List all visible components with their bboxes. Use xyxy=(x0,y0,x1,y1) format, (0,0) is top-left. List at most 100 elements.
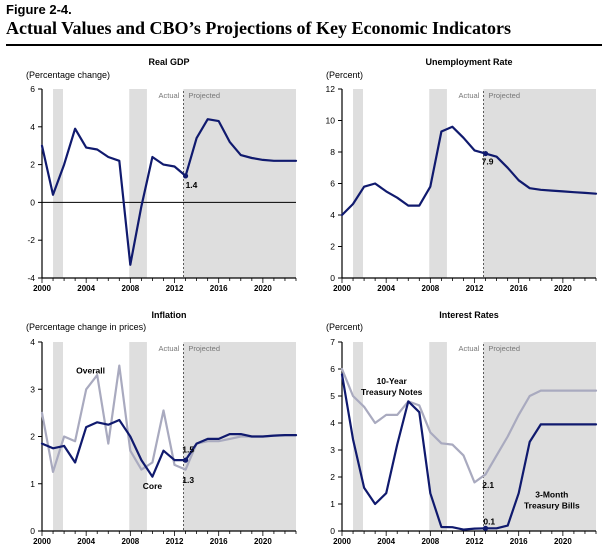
y-tick-label: 6 xyxy=(30,84,35,94)
series-line-10-year-treasury-notes xyxy=(340,367,598,484)
annotation-label: 10-Year xyxy=(377,376,408,386)
actual-label: Actual xyxy=(458,344,479,353)
y-tick-label: 1 xyxy=(30,479,35,489)
x-tick-label: 2004 xyxy=(77,537,95,545)
annotation-label: 2.1 xyxy=(482,480,494,490)
chart-panel-inflation: Inflation (Percentage change in prices) Ac… xyxy=(26,310,298,545)
y-tick-label: 6 xyxy=(330,364,335,374)
y-tick-label: 2 xyxy=(330,242,335,252)
chart-panel-real-gdp: Real GDP (Percentage change) Actual Project… xyxy=(26,57,298,293)
x-tick-label: 2016 xyxy=(210,284,228,293)
y-tick-label: 3 xyxy=(30,384,35,394)
projection-start-marker xyxy=(182,457,189,463)
y-tick-label: 3 xyxy=(330,445,335,455)
x-tick-label: 2004 xyxy=(377,537,395,545)
x-tick-label: 2012 xyxy=(466,537,484,545)
y-tick-label: 8 xyxy=(330,147,335,157)
annotation-label: Treasury Bills xyxy=(524,500,580,510)
y-tick-label: 0 xyxy=(330,526,335,536)
projection-shade xyxy=(483,342,596,531)
shade-band xyxy=(53,342,63,531)
projection-start-marker xyxy=(182,173,189,179)
x-tick-label: 2012 xyxy=(166,284,184,293)
y-tick-label: 4 xyxy=(330,210,335,220)
annotation-label: 0.1 xyxy=(483,517,495,527)
y-tick-label: -4 xyxy=(27,273,35,283)
y-axis-label: (Percent) xyxy=(326,322,363,332)
projected-label: Projected xyxy=(488,91,520,100)
projection-start-marker xyxy=(482,525,489,531)
x-tick-label: 2016 xyxy=(510,537,528,545)
x-tick-label: 2016 xyxy=(210,537,228,545)
shade-band xyxy=(129,342,147,531)
annotation-label: 3-Month xyxy=(535,490,568,500)
chart-title: Interest Rates xyxy=(439,310,499,320)
series-line-core xyxy=(40,418,298,478)
x-tick-label: 2020 xyxy=(554,537,572,545)
y-tick-label: 0 xyxy=(330,273,335,283)
title-rule xyxy=(6,44,602,46)
y-tick-label: 2 xyxy=(30,432,35,442)
y-axis-label: (Percentage change) xyxy=(26,70,110,80)
y-tick-label: 0 xyxy=(30,526,35,536)
x-tick-label: 2008 xyxy=(121,284,139,293)
y-tick-label: 4 xyxy=(330,418,335,428)
x-tick-label: 2008 xyxy=(421,284,439,293)
y-axis-label: (Percent) xyxy=(326,70,363,80)
y-tick-label: 2 xyxy=(30,160,35,170)
y-tick-label: 1 xyxy=(330,499,335,509)
annotation-label: Core xyxy=(143,481,163,491)
projection-shade xyxy=(483,89,596,278)
y-tick-label: 4 xyxy=(30,337,35,347)
series-line-real-gdp xyxy=(40,118,298,266)
y-tick-label: -2 xyxy=(27,235,35,245)
series-line-unemployment-rate xyxy=(340,125,598,217)
shade-band xyxy=(353,89,363,278)
annotation-label: Overall xyxy=(76,365,105,375)
x-tick-label: 2000 xyxy=(333,537,351,545)
x-tick-label: 2000 xyxy=(33,537,51,545)
chart-title: Real GDP xyxy=(148,57,189,67)
x-tick-label: 2020 xyxy=(554,284,572,293)
x-tick-label: 2004 xyxy=(77,284,95,293)
x-tick-label: 2000 xyxy=(33,284,51,293)
x-tick-label: 2008 xyxy=(421,537,439,545)
projection-shade xyxy=(183,89,296,278)
chart-title: Unemployment Rate xyxy=(425,57,512,67)
figure-title: Actual Values and CBO’s Projections of K… xyxy=(6,18,512,38)
shade-band xyxy=(353,342,363,531)
projection-start-marker xyxy=(482,150,489,157)
y-tick-label: 2 xyxy=(330,472,335,482)
y-tick-label: 5 xyxy=(330,391,335,401)
shade-band xyxy=(129,89,147,278)
y-axis-label: (Percentage change in prices) xyxy=(26,322,146,332)
shade-band xyxy=(429,342,447,531)
x-tick-label: 2012 xyxy=(166,537,184,545)
actual-label: Actual xyxy=(158,344,179,353)
annotation-label: 7.9 xyxy=(482,157,494,167)
actual-label: Actual xyxy=(458,91,479,100)
chart-title: Inflation xyxy=(152,310,187,320)
y-tick-label: 0 xyxy=(30,197,35,207)
projected-label: Projected xyxy=(188,344,220,353)
y-tick-label: 10 xyxy=(326,116,336,126)
x-tick-label: 2020 xyxy=(254,284,272,293)
y-tick-label: 7 xyxy=(330,337,335,347)
y-tick-label: 12 xyxy=(326,84,336,94)
annotation-label: Treasury Notes xyxy=(361,387,423,397)
projected-label: Projected xyxy=(488,344,520,353)
series-line-3-month-treasury-bills xyxy=(340,373,598,531)
y-tick-label: 4 xyxy=(30,122,35,132)
projected-label: Projected xyxy=(188,91,220,100)
figure-label: Figure 2-4. xyxy=(6,2,72,17)
x-tick-label: 2020 xyxy=(254,537,272,545)
x-tick-label: 2016 xyxy=(510,284,528,293)
chart-panel-interest-rates: Interest Rates (Percent) Actual Projected 0 1… xyxy=(326,310,598,545)
x-tick-label: 2012 xyxy=(466,284,484,293)
chart-panel-unemployment-rate: Unemployment Rate (Percent) Actual Projecte… xyxy=(326,57,598,293)
x-tick-label: 2004 xyxy=(377,284,395,293)
annotation-label: 1.5 xyxy=(182,445,194,455)
annotation-label: 1.3 xyxy=(182,475,194,485)
x-tick-label: 2000 xyxy=(333,284,351,293)
